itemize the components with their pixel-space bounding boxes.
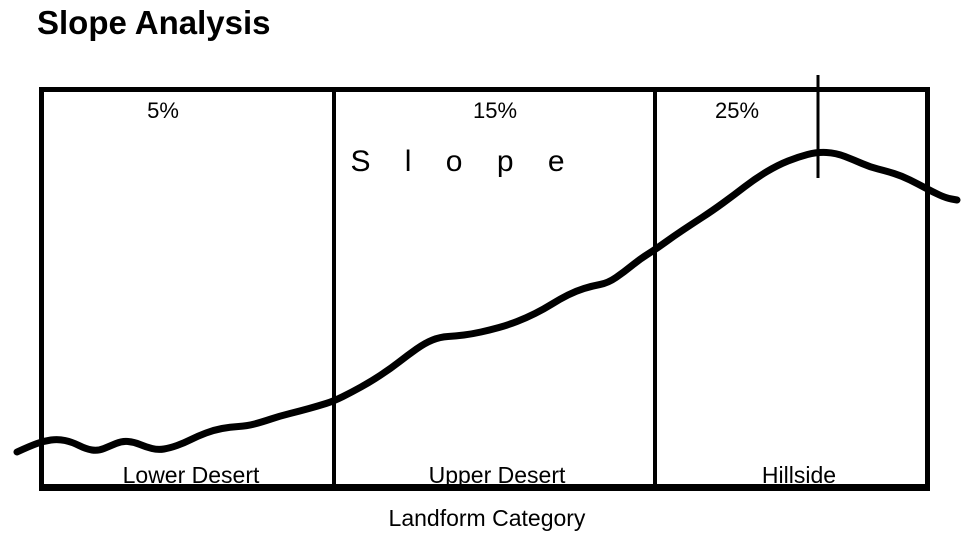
plot-area: 5% 15% 25% S l o p e Lower Desert Upper …	[39, 87, 930, 491]
slope-percent-label-hillside: 25%	[714, 98, 760, 123]
figure-title: Slope Analysis	[37, 4, 271, 41]
category-label-hillside: Hillside	[761, 462, 837, 488]
category-label-upper-desert: Upper Desert	[428, 462, 566, 488]
slope-percent-label-lower-desert: 5%	[147, 98, 179, 123]
slope-percent-label-upper-desert: 15%	[472, 98, 518, 123]
slope-inner-label: S l o p e	[350, 145, 578, 178]
section-divider-1	[332, 92, 336, 484]
section-divider-2	[653, 92, 657, 484]
x-axis-label: Landform Category	[388, 505, 586, 531]
category-label-lower-desert: Lower Desert	[122, 462, 260, 488]
